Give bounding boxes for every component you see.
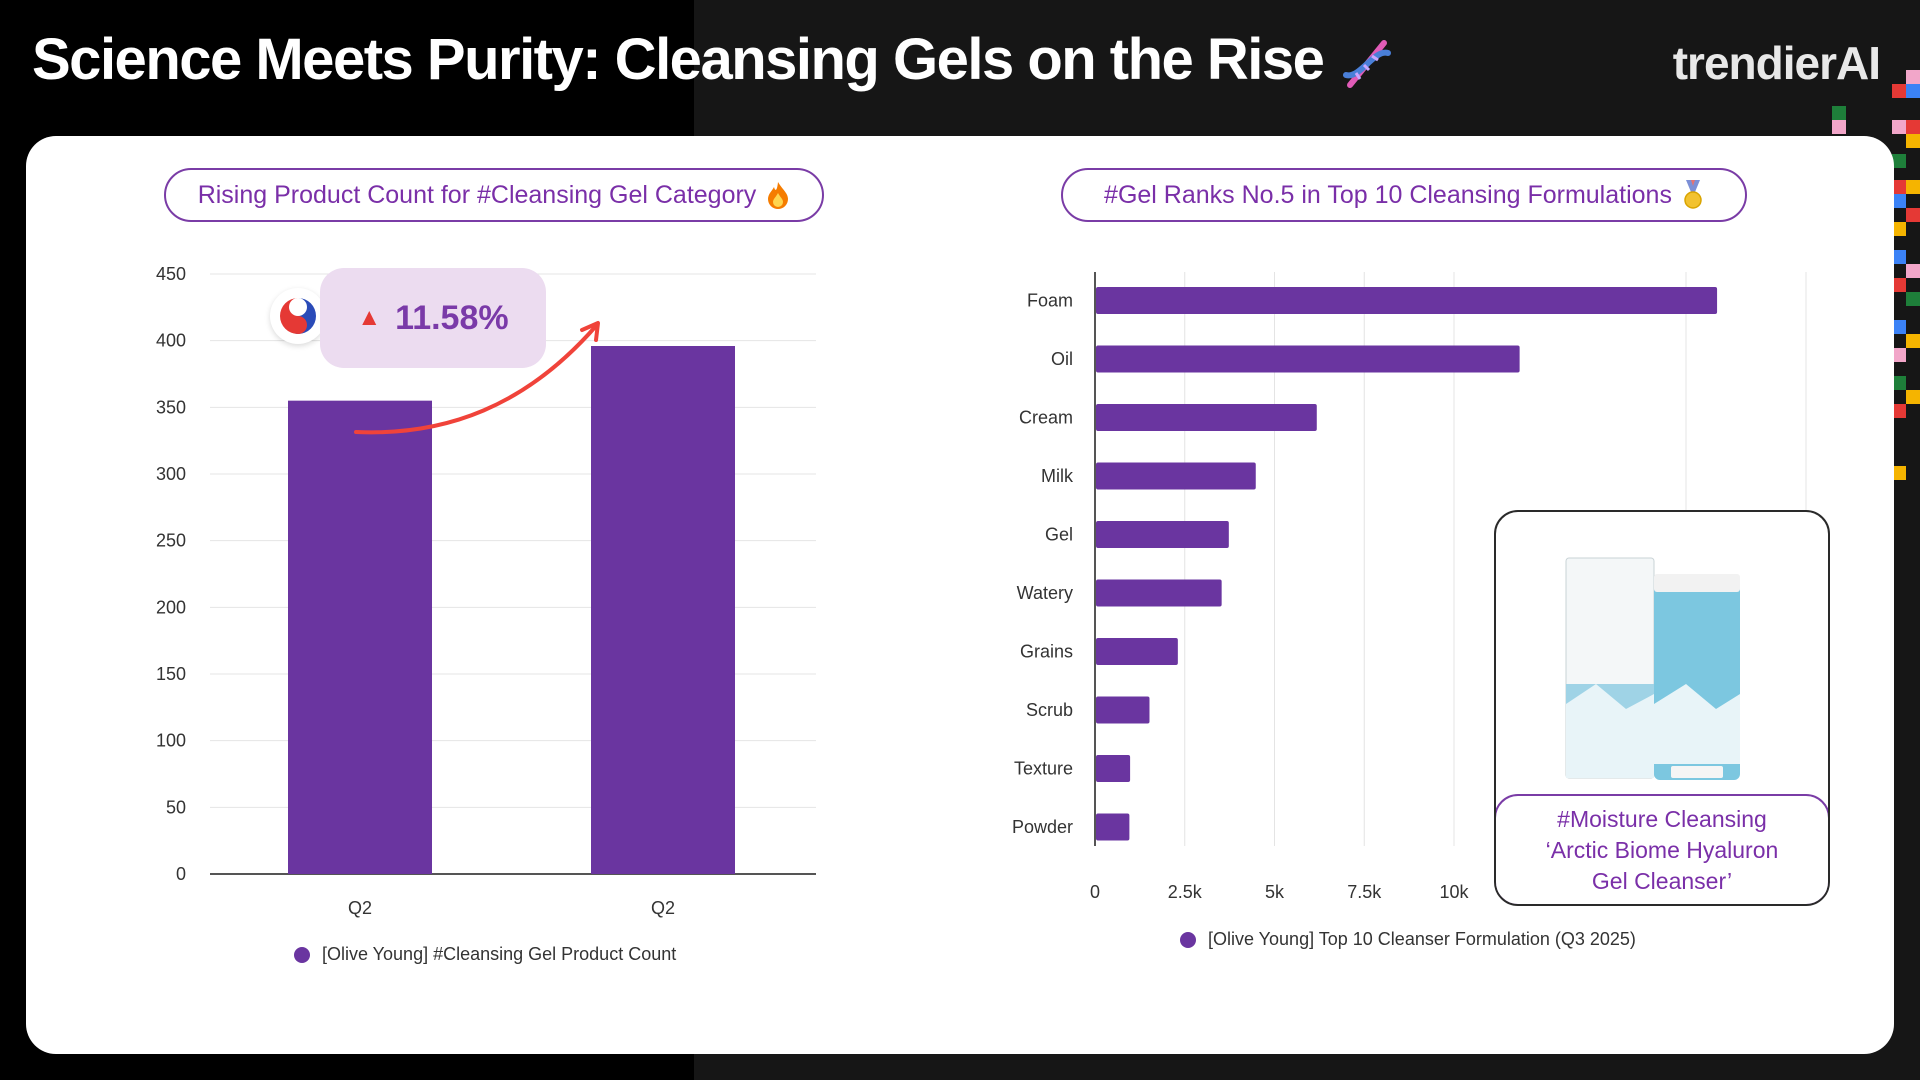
content-card: Rising Product Count for #Cleansing Gel … [26, 136, 1894, 1054]
product-caption-line-2: ‘Arctic Biome Hyaluron [1545, 836, 1779, 863]
x-tick-label: Q2 [651, 898, 675, 918]
product-highlight-card: #Moisture Cleansing ‘Arctic Biome Hyalur… [1494, 510, 1830, 906]
y-tick-label: Gel [1045, 525, 1073, 545]
growth-arrow [354, 324, 598, 435]
left-legend-label: [Olive Young] #Cleansing Gel Product Cou… [322, 944, 677, 964]
y-tick-label: Scrub [1026, 700, 1073, 720]
dna-icon [1338, 27, 1396, 92]
growth-value: 11.58% [395, 298, 509, 337]
korea-flag-icon [270, 288, 326, 344]
bar [1096, 755, 1131, 782]
y-tick-label: 450 [156, 264, 186, 284]
page-title-text: Science Meets Purity: Cleansing Gels on … [32, 27, 1325, 92]
legend-dot [294, 946, 310, 963]
y-tick-label: 50 [166, 797, 186, 817]
x-tick-label: Q2 [348, 898, 372, 918]
right-legend-label: [Olive Young] Top 10 Cleanser Formulatio… [1208, 929, 1636, 949]
y-tick-label: Texture [1014, 759, 1073, 779]
right-chart-title: #Gel Ranks No.5 in Top 10 Cleansing Form… [1104, 180, 1672, 209]
product-caption: #Moisture Cleansing ‘Arctic Biome Hyalur… [1496, 794, 1828, 904]
y-tick-label: Foam [1027, 291, 1073, 311]
growth-arrow-head [580, 321, 600, 342]
legend-dot [1180, 931, 1196, 948]
y-tick-label: 100 [156, 731, 186, 751]
left-chart-title: Rising Product Count for #Cleansing Gel … [197, 180, 757, 209]
y-tick-label: Powder [1012, 817, 1073, 837]
cleanser-product-icon [1565, 557, 1740, 780]
up-triangle-icon: ▲ [357, 304, 382, 331]
bar [1096, 521, 1229, 548]
bar [1096, 345, 1520, 373]
left-chart-legend: [Olive Young] #Cleansing Gel Product Cou… [294, 944, 676, 965]
brand-logo: trendierAI [1672, 37, 1881, 89]
right-chart-title-pill: #Gel Ranks No.5 in Top 10 Cleansing Form… [1061, 168, 1747, 222]
bar [591, 346, 735, 874]
y-tick-label: 250 [156, 531, 186, 551]
medal-icon [1682, 180, 1704, 210]
bar [1096, 813, 1130, 841]
bar [1096, 696, 1150, 724]
product-caption-line-1: #Moisture Cleansing [1557, 805, 1767, 832]
y-tick-label: 400 [156, 331, 186, 351]
right-chart-legend: [Olive Young] Top 10 Cleanser Formulatio… [1180, 929, 1636, 950]
bar [1096, 404, 1317, 431]
x-tick-label: 0 [1090, 882, 1100, 902]
x-tick-label: 10k [1439, 882, 1469, 902]
page-title: Science Meets Purity: Cleansing Gels on … [32, 26, 1396, 93]
growth-badge: ▲ 11.58% [320, 268, 546, 368]
bar [1096, 638, 1178, 665]
x-tick-label: 5k [1265, 882, 1285, 902]
y-tick-label: Grains [1020, 642, 1073, 662]
product-count-bar-chart: 0 50 100 150 200 250 300 350 400 450 Q2 Q2 [156, 264, 816, 918]
y-tick-label: Milk [1041, 466, 1074, 486]
pixel-decoration [1832, 70, 1920, 480]
bar [1096, 287, 1718, 314]
bar [1096, 462, 1256, 490]
y-tick-label: Cream [1019, 408, 1073, 428]
y-tick-label: 350 [156, 397, 186, 417]
product-caption-line-3: Gel Cleanser’ [1591, 867, 1733, 894]
y-tick-label: Watery [1017, 583, 1073, 603]
left-chart-title-pill: Rising Product Count for #Cleansing Gel … [164, 168, 824, 222]
bar [288, 400, 432, 874]
y-tick-label: Oil [1051, 349, 1073, 369]
y-tick-label: 0 [176, 864, 186, 884]
y-tick-label: 200 [156, 597, 186, 617]
fire-icon [766, 181, 790, 209]
y-tick-label: 300 [156, 464, 186, 484]
y-tick-label: 150 [156, 664, 186, 684]
bar [1096, 579, 1222, 607]
x-tick-label: 2.5k [1168, 882, 1203, 902]
x-tick-label: 7.5k [1347, 882, 1382, 902]
